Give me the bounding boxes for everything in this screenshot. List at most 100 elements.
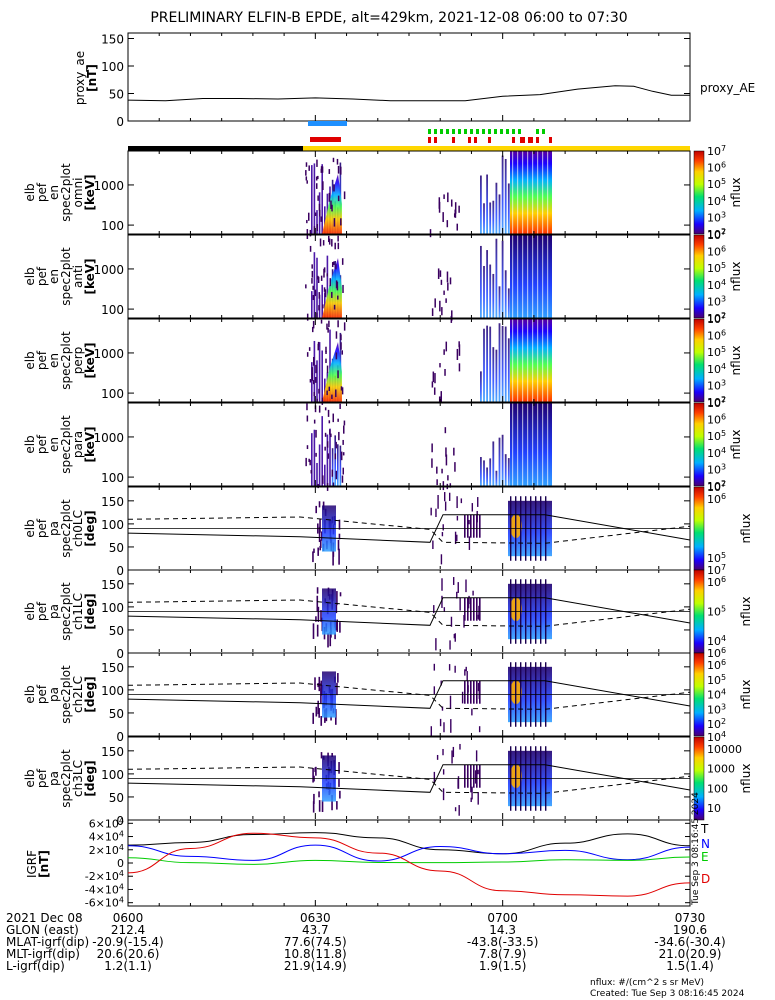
spec-gap: [527, 235, 529, 318]
spec-mark: [444, 427, 447, 434]
colorbar-tick-label: 105: [707, 261, 726, 275]
pa-mark: [467, 602, 470, 609]
pa-mark: [331, 752, 333, 757]
spec-mark: [337, 320, 339, 328]
spec-mark: [306, 352, 309, 357]
ae-tick-label: 100: [101, 60, 124, 74]
colorbar-tick-label: 100: [707, 782, 728, 795]
pa-mark: [316, 624, 319, 637]
spec-mark: [439, 363, 441, 368]
spec-mark: [315, 364, 317, 374]
spec-gap: [547, 403, 549, 486]
pa-mark: [441, 595, 443, 608]
spec-mark: [321, 399, 324, 403]
pa-panel-3: 050100150elbpefpaspec2plotch3LC[deg]1041…: [23, 730, 753, 828]
colorbar-tick-label: 106: [707, 492, 726, 506]
energy-ylabel-2: en: [47, 437, 61, 452]
figure-title: PRELIMINARY ELFIN-B EPDE, alt=429km, 202…: [150, 10, 627, 26]
pa-mark: [318, 800, 321, 812]
pa-mark: [313, 548, 315, 553]
pa-tick-label: 150: [101, 661, 124, 675]
spec-mark: [446, 220, 449, 228]
pa-mark: [444, 501, 447, 511]
pa-mark: [468, 519, 470, 525]
pa-mark: [476, 680, 478, 704]
pa-ylabel-3: spec2plot: [59, 665, 73, 724]
spec-gap: [532, 235, 534, 318]
pa-tick-label: 150: [101, 745, 124, 759]
spec-stripe: [334, 435, 336, 486]
spec-mark: [316, 312, 318, 319]
spec-mark: [309, 459, 311, 466]
spec-stripe: [495, 470, 498, 486]
colorbar-tick-label: 102: [707, 227, 726, 241]
spec-gap: [542, 403, 544, 486]
spec-stripe: [507, 288, 510, 318]
energy-tick-label: 1000: [93, 431, 124, 445]
pa-mark: [477, 769, 479, 775]
spec-stripe: [495, 349, 498, 402]
spec-stripe: [501, 325, 504, 402]
spec-mark: [334, 453, 337, 460]
spec-mark: [326, 273, 328, 277]
pa-mark: [467, 514, 469, 538]
spec-stripe: [507, 458, 510, 486]
colorbar-tick-label: 103: [707, 294, 726, 308]
spec-stripe: [483, 203, 485, 234]
green-dash: [488, 129, 491, 134]
pa-mark: [442, 788, 445, 801]
spec-mark: [312, 380, 315, 385]
spec-stripe: [311, 433, 313, 486]
igrf-series-lines: [127, 832, 691, 897]
pa-mark: [473, 514, 475, 538]
science-zone-bar-green: [428, 129, 545, 134]
igrf-tick-label: -2×104: [85, 869, 124, 883]
spec-mark: [445, 447, 447, 457]
pa-mark: [457, 582, 459, 593]
spec-mark: [450, 199, 453, 207]
pa-ylabel-0: elb: [23, 685, 37, 703]
spec-mark: [305, 162, 308, 167]
pa-mark: [442, 748, 444, 756]
spec-mark: [327, 453, 330, 459]
pa-mark: [314, 767, 316, 773]
pa-mark: [440, 554, 443, 565]
pa-mark: [329, 631, 332, 647]
pa-ylabel-4: ch3LC: [71, 760, 85, 797]
spec-mark: [308, 165, 310, 171]
spec-mark: [328, 169, 331, 174]
red-dash: [468, 137, 471, 143]
pa-mark: [477, 682, 480, 692]
spec-stripe: [501, 155, 504, 234]
igrf-tick-label: 0: [117, 857, 124, 870]
colorbar-tick-label: 104: [707, 446, 726, 460]
colorbar: [693, 234, 705, 319]
pa-mark: [433, 771, 436, 783]
pa-mark: [430, 726, 433, 737]
pa-tick-label: 100: [101, 601, 124, 615]
orbit-bar-day: [303, 146, 690, 151]
colorbar-tick-label: 106: [707, 413, 726, 427]
table-row-label: 2021 Dec 08: [6, 911, 83, 925]
spec-mark: [436, 479, 438, 486]
colorbar: [693, 736, 705, 821]
ae-tick-label: 50: [109, 88, 124, 102]
spec-mark: [444, 368, 446, 376]
spec-mark: [439, 270, 442, 277]
spec-mark: [320, 216, 323, 222]
pa-ylabel-1: pef: [35, 601, 49, 621]
pa-mark: [338, 519, 341, 530]
colorbar-tick-label: 103: [707, 210, 726, 224]
spec-mark: [331, 239, 333, 247]
spec-stripe: [504, 454, 507, 486]
spec-stripe: [318, 342, 321, 402]
spec-mark: [340, 342, 342, 350]
energy-tick-label: 1000: [93, 263, 124, 277]
spec-band: [510, 403, 552, 486]
spec-mark: [342, 452, 345, 456]
spec-mark: [341, 475, 344, 483]
pa-mark: [476, 514, 478, 538]
science-zone-bar-red: [310, 137, 341, 142]
pa-mark: [337, 673, 339, 683]
